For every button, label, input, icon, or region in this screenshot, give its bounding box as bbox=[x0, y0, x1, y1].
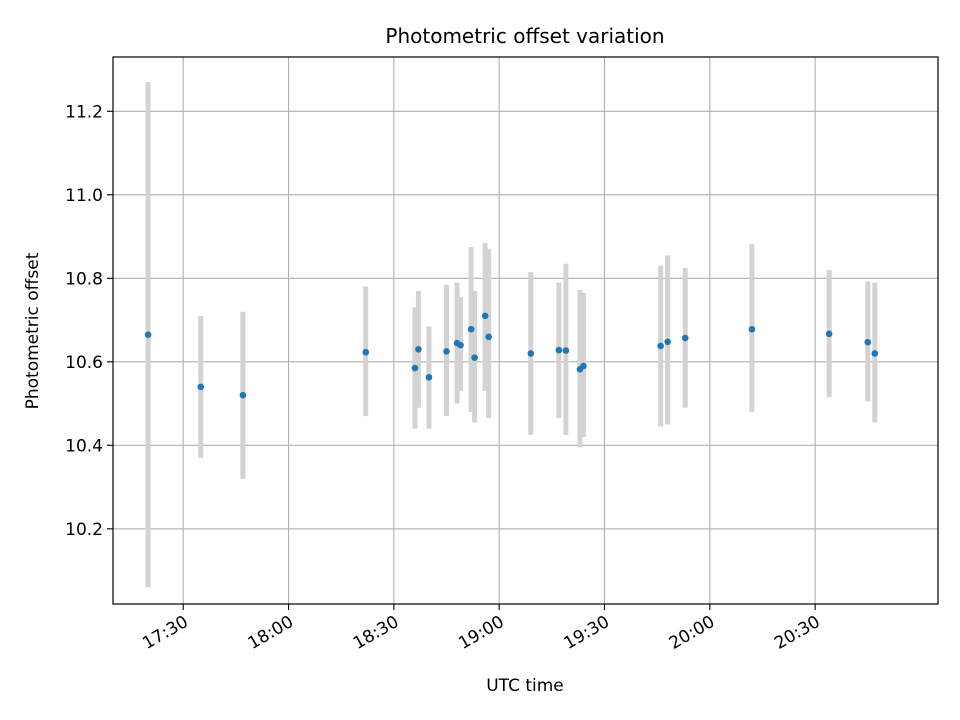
x-axis-label: UTC time bbox=[486, 676, 564, 696]
y-tick-label: 10.4 bbox=[65, 436, 103, 456]
data-point bbox=[443, 348, 450, 355]
y-tick-label: 11.2 bbox=[65, 102, 103, 122]
data-point bbox=[239, 391, 247, 399]
data-point bbox=[481, 312, 489, 320]
x-tick-label: 20:00 bbox=[666, 612, 718, 654]
data-point bbox=[681, 334, 689, 342]
data-point bbox=[555, 346, 563, 354]
plot-frame bbox=[112, 56, 939, 605]
y-tick-label: 10.8 bbox=[65, 269, 103, 289]
data-point bbox=[457, 341, 464, 349]
grid bbox=[113, 57, 938, 604]
data-point bbox=[362, 348, 370, 356]
data-point bbox=[580, 362, 587, 370]
data-point bbox=[415, 345, 422, 353]
data-points bbox=[144, 312, 879, 399]
data-point bbox=[144, 331, 152, 338]
data-point bbox=[197, 383, 205, 391]
y-axis-label: Photometric offset bbox=[23, 252, 43, 409]
x-tick-label: 18:00 bbox=[245, 612, 297, 654]
data-point bbox=[864, 338, 872, 346]
data-point bbox=[471, 354, 478, 361]
x-tick-label: 17:30 bbox=[139, 612, 191, 654]
y-tick-label: 10.6 bbox=[65, 353, 103, 373]
data-point bbox=[527, 350, 535, 357]
x-tick-label: 19:00 bbox=[455, 612, 507, 654]
y-tick-label: 11.0 bbox=[65, 186, 103, 206]
data-point bbox=[748, 325, 756, 333]
x-tick-label: 20:30 bbox=[771, 612, 823, 654]
data-point bbox=[485, 333, 492, 341]
data-point bbox=[425, 373, 433, 381]
y-tick-label: 10.2 bbox=[65, 520, 103, 540]
data-point bbox=[825, 330, 833, 338]
data-point bbox=[467, 325, 475, 333]
data-point bbox=[411, 364, 419, 372]
data-point bbox=[664, 338, 671, 346]
error-bars bbox=[145, 82, 878, 588]
chart-title: Photometric offset variation bbox=[385, 24, 664, 48]
x-tick-label: 18:30 bbox=[350, 612, 402, 654]
data-point bbox=[562, 347, 570, 354]
x-tick-label: 19:30 bbox=[561, 612, 613, 654]
data-point bbox=[657, 342, 664, 350]
data-point bbox=[871, 350, 879, 357]
